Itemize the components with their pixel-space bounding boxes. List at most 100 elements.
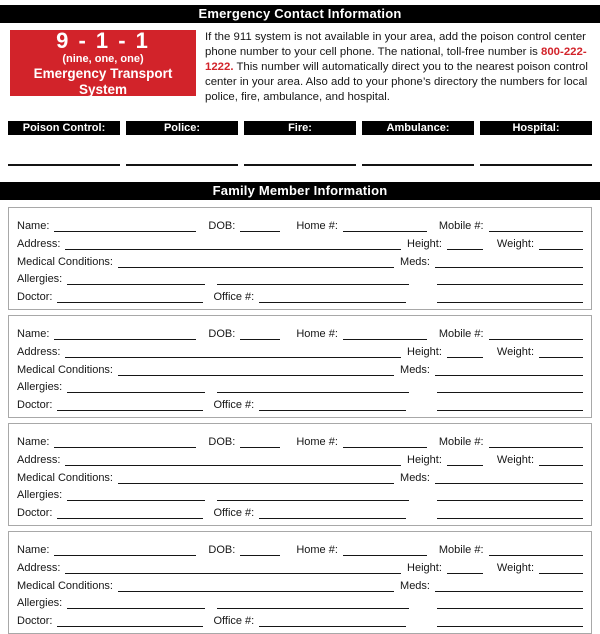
contact-label: Fire: [244,121,356,135]
home-phone-label: Home #: [296,544,338,556]
member-row-doctor: Doctor: Office #: [17,502,583,519]
dob-label: DOB: [208,328,236,340]
badge-number: 9 - 1 - 1 [56,27,150,53]
address-blank-line [65,344,402,358]
office-phone-label: Office #: [213,399,255,411]
name-label: Name: [17,220,50,232]
height-label: Height: [407,345,442,358]
weight-blank-line [539,452,583,466]
member-row-medical: Medical Conditions: Meds: [17,575,583,592]
name-blank-line [54,542,197,556]
weight-blank-line [539,344,583,358]
contact-label: Hospital: [480,121,592,135]
poison-control-phone-number: 800-222-1222. [205,46,587,73]
doctor-label: Doctor: [17,507,53,519]
address-blank-line [65,560,402,574]
address-label: Address: [17,345,61,358]
header-bar: Emergency Contact Information [0,5,600,23]
office-phone-blank-line [259,613,407,627]
height-label: Height: [407,561,442,574]
meds-blank-line [435,254,583,268]
doctor-label: Doctor: [17,615,53,627]
doctor-blank-line [57,505,204,519]
doctor-blank-line [57,289,204,303]
allergies-blank-line [67,595,206,610]
member-row-address: Address: Height: Weight: [17,557,583,574]
medical-conditions-label: Medical Conditions: [17,471,113,484]
member-row-address: Address: Height: Weight: [17,341,583,358]
allergies-label: Allergies: [17,273,63,286]
meds-continuation-line-2 [437,505,583,519]
medical-conditions-blank-line [118,362,395,376]
mobile-phone-blank-line [488,326,583,340]
member-row-address: Address: Height: Weight: [17,449,583,466]
dob-label: DOB: [208,436,236,448]
doctor-blank-line [57,613,204,627]
height-blank-line [446,344,483,358]
mobile-phone-blank-line [488,434,583,448]
allergies-label: Allergies: [17,597,63,610]
member-row-name: Name: DOB: Home #: Mobile #: [17,323,583,340]
medical-conditions-blank-line [118,470,395,484]
member-row-medical: Medical Conditions: Meds: [17,251,583,268]
mobile-phone-label: Mobile #: [438,544,484,556]
address-label: Address: [17,237,61,250]
contact-blank-line [126,164,238,166]
height-label: Height: [407,237,442,250]
contact-label: Poison Control: [8,121,120,135]
family-member-box: Name: DOB: Home #: Mobile #: Address: He… [8,531,592,634]
meds-continuation-line-2 [437,397,583,411]
page-title: Emergency Contact Information [198,6,402,21]
meds-label: Meds: [400,579,430,592]
address-label: Address: [17,561,61,574]
doctor-label: Doctor: [17,291,53,303]
name-blank-line [54,434,197,448]
weight-label: Weight: [496,561,534,574]
address-blank-line [65,452,402,466]
home-phone-label: Home #: [296,328,338,340]
home-phone-blank-line [342,434,427,448]
height-blank-line [446,452,483,466]
home-phone-label: Home #: [296,436,338,448]
member-row-allergies: Allergies: [17,592,583,610]
member-row-doctor: Doctor: Office #: [17,286,583,303]
meds-label: Meds: [400,255,430,268]
meds-continuation-line-2 [437,613,583,627]
office-phone-blank-line [259,289,407,303]
mobile-phone-blank-line [488,542,583,556]
member-row-name: Name: DOB: Home #: Mobile #: [17,539,583,556]
contact-blank-line [480,164,592,166]
member-row-name: Name: DOB: Home #: Mobile #: [17,431,583,448]
911-badge: 9 - 1 - 1 (nine, one, one) Emergency Tra… [10,27,196,97]
member-row-allergies: Allergies: [17,376,583,394]
member-row-doctor: Doctor: Office #: [17,394,583,411]
allergies-blank-line [67,271,206,286]
paragraph-text-after: This number will automatically direct yo… [205,61,588,103]
office-phone-blank-line [259,397,407,411]
dob-blank-line [240,542,281,556]
family-member-box: Name: DOB: Home #: Mobile #: Address: He… [8,423,592,526]
height-blank-line [446,560,483,574]
weight-label: Weight: [496,345,534,358]
doctor-blank-line [57,397,204,411]
office-phone-label: Office #: [213,615,255,627]
allergies-continuation-line [217,595,410,610]
meds-label: Meds: [400,363,430,376]
meds-continuation-line-1 [437,487,583,502]
medical-conditions-label: Medical Conditions: [17,579,113,592]
dob-blank-line [240,218,281,232]
name-blank-line [54,218,197,232]
allergies-label: Allergies: [17,381,63,394]
medical-conditions-label: Medical Conditions: [17,255,113,268]
meds-continuation-line-2 [437,289,583,303]
family-member-box: Name: DOB: Home #: Mobile #: Address: He… [8,207,592,310]
member-row-medical: Medical Conditions: Meds: [17,467,583,484]
contact-blank-line [362,164,474,166]
mobile-phone-label: Mobile #: [438,436,484,448]
name-label: Name: [17,328,50,340]
emergency-contact-form: Emergency Contact Information 9 - 1 - 1 … [0,5,600,634]
contact-blank-lines-row [8,164,592,166]
member-row-allergies: Allergies: [17,268,583,286]
contact-label: Police: [126,121,238,135]
intro-paragraph: If the 911 system is not available in yo… [205,30,590,105]
